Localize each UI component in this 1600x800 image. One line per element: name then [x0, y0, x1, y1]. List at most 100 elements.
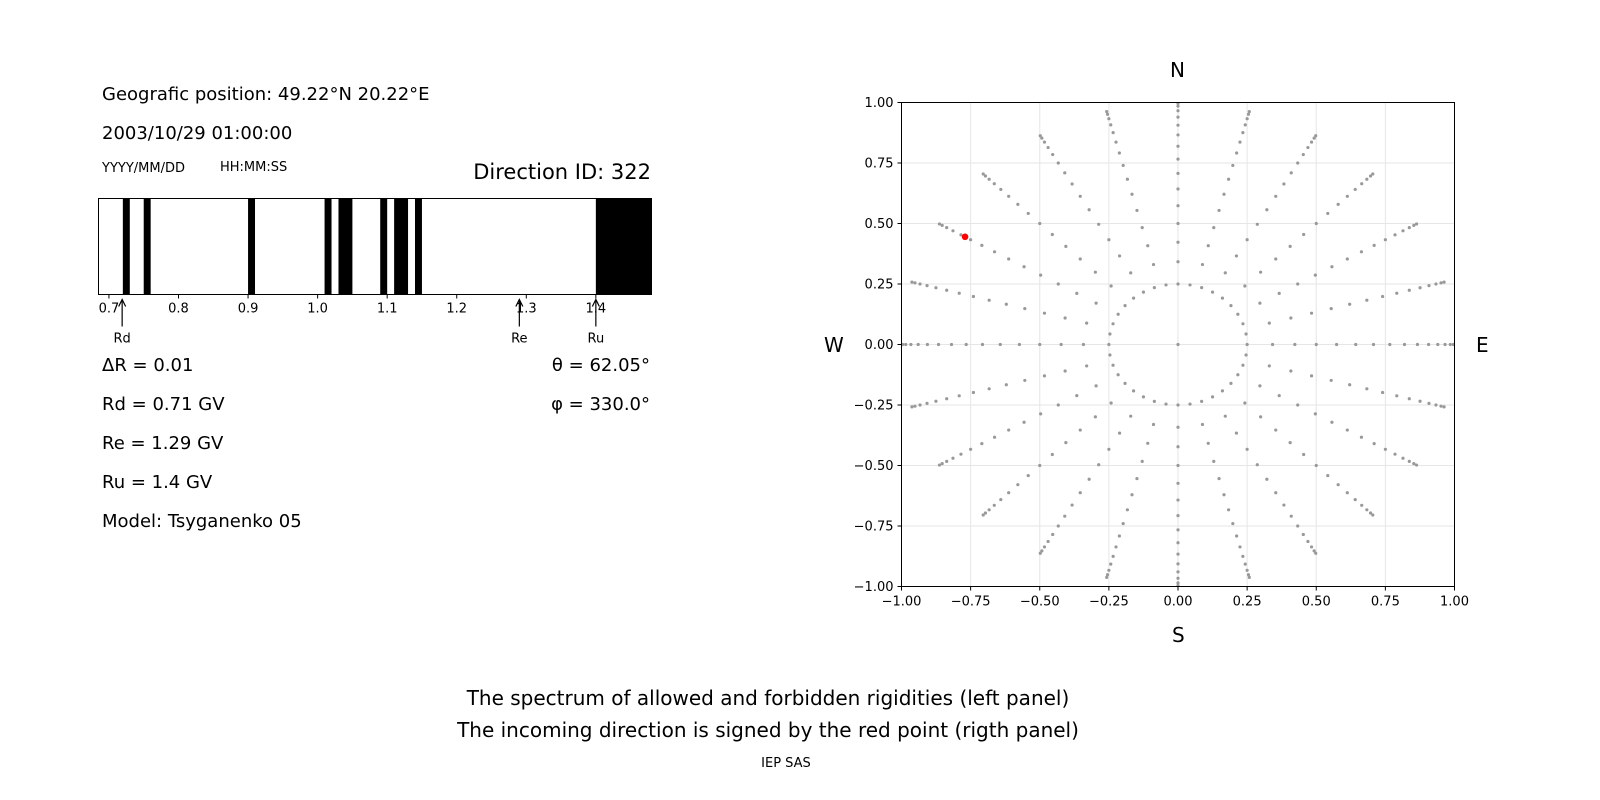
grid-point — [1063, 171, 1067, 175]
grid-point — [957, 394, 961, 398]
grid-point — [1229, 304, 1233, 308]
grid-point — [1151, 422, 1156, 427]
grid-point — [1017, 342, 1022, 347]
grid-point — [1176, 157, 1180, 161]
grid-point — [1293, 342, 1297, 347]
x-tick-label: 0.25 — [1233, 595, 1262, 610]
grid-point — [1038, 463, 1042, 468]
grid-point — [1289, 316, 1293, 320]
grid-point — [1314, 134, 1318, 138]
spectrum-tick-label: 0.9 — [238, 302, 259, 317]
y-tick-label: 0.50 — [865, 217, 894, 232]
grid-point — [1372, 243, 1376, 247]
direction-scatter-chart: −1.00 −0.75 −0.50 −0.25 0.00 0.25 0.50 0.75 1.00… — [854, 96, 1469, 610]
grid-point — [1329, 306, 1333, 311]
grid-point — [1330, 420, 1334, 424]
grid-point — [1210, 290, 1215, 294]
grid-point — [1039, 412, 1043, 416]
grid-point — [1042, 545, 1047, 549]
grid-point — [1259, 270, 1263, 274]
y-tick-label: 1.00 — [865, 96, 894, 111]
grid-point — [1407, 397, 1411, 401]
grid-point — [1277, 291, 1281, 295]
grid-point — [1022, 420, 1026, 424]
grid-point — [992, 182, 996, 186]
grid-point — [1244, 353, 1248, 357]
grid-point — [999, 187, 1003, 192]
grid-point — [1243, 401, 1247, 405]
grid-point — [1085, 321, 1089, 325]
grid-point — [1243, 562, 1247, 566]
grid-point — [1220, 296, 1225, 300]
grid-point — [959, 233, 963, 237]
grid-point — [1246, 112, 1251, 116]
grid-point — [937, 463, 942, 467]
marker-re: Re — [511, 298, 528, 347]
grid-point — [1245, 447, 1249, 451]
grid-point — [1176, 144, 1180, 148]
grid-point — [971, 294, 976, 299]
grid-point — [1059, 342, 1063, 347]
grid-point — [1107, 342, 1111, 347]
x-tick-label: −0.50 — [1020, 595, 1060, 610]
grid-point — [1176, 187, 1180, 191]
grid-point — [1402, 342, 1407, 347]
grid-point — [1439, 281, 1443, 285]
forbidden-band — [394, 198, 409, 295]
grid-point — [1223, 414, 1227, 418]
grid-point — [1289, 514, 1293, 518]
grid-point — [1235, 534, 1239, 538]
grid-point — [1114, 545, 1118, 549]
grid-point — [1301, 532, 1305, 537]
grid-point — [1359, 250, 1364, 254]
compass-north: N — [1170, 58, 1185, 82]
grid-point — [1042, 374, 1047, 378]
grid-point — [1296, 403, 1300, 407]
re-value: Re = 1.29 GV — [102, 433, 224, 454]
grid-point — [1282, 503, 1286, 507]
grid-point — [1114, 140, 1118, 144]
grid-point — [992, 435, 997, 439]
grid-point — [1040, 549, 1044, 553]
grid-point — [945, 288, 949, 292]
grid-point — [1046, 539, 1050, 544]
grid-point — [1345, 491, 1349, 495]
grid-point — [1070, 503, 1074, 507]
grid-point — [1255, 463, 1259, 467]
marker-ru: Ru — [588, 298, 604, 347]
marker-arrowhead — [118, 298, 127, 307]
grid-point — [1200, 262, 1205, 267]
grid-point — [1164, 283, 1168, 287]
grid-point — [987, 298, 991, 302]
grid-point — [1056, 524, 1060, 528]
grid-point — [1234, 431, 1239, 435]
grid-point — [1038, 134, 1042, 138]
grid-point — [1244, 332, 1248, 336]
grid-point — [1306, 539, 1310, 544]
marker-rd: Rd — [114, 298, 131, 347]
marker-label: Rd — [114, 332, 131, 347]
grid-point — [1108, 332, 1112, 336]
grid-point — [1109, 284, 1113, 288]
grid-point — [1267, 321, 1271, 325]
geographic-position: Geografic position: 49.22°N 20.22°E — [102, 84, 430, 105]
grid-point — [1081, 342, 1086, 347]
grid-point — [957, 291, 961, 295]
grid-point — [1427, 284, 1431, 288]
grid-point — [1109, 401, 1113, 405]
grid-point — [969, 238, 973, 242]
grid-point — [934, 399, 938, 403]
grid-point — [1359, 435, 1364, 439]
grid-point — [1314, 221, 1318, 226]
grid-point — [1407, 459, 1411, 463]
grid-point — [1274, 491, 1278, 495]
grid-point — [969, 447, 973, 451]
compass-west: W — [824, 333, 844, 357]
grid-point — [1345, 194, 1349, 198]
grid-point — [1326, 473, 1330, 478]
grid-point — [945, 459, 949, 463]
forbidden-band — [122, 198, 130, 295]
grid-point — [1056, 282, 1060, 286]
marker-arrowhead — [591, 298, 600, 307]
grid-point — [1206, 441, 1210, 445]
